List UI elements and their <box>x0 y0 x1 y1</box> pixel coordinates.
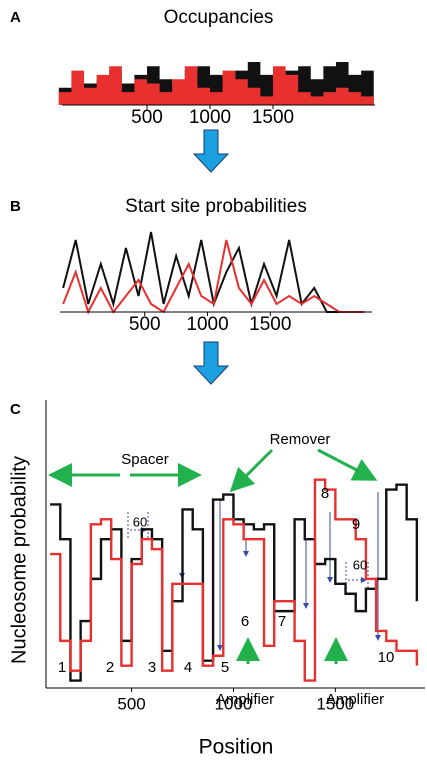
annotation: 3 <box>148 659 156 676</box>
probability-line <box>50 478 419 682</box>
panel-label: A <box>10 9 21 26</box>
annotation: Spacer <box>121 451 169 468</box>
annotation-arrows <box>48 448 378 664</box>
x-tick-label: 1500 <box>249 314 291 335</box>
annotation: Remover <box>270 431 331 448</box>
x-tick-label: 1000 <box>215 694 253 713</box>
annotation: 5 <box>221 659 229 676</box>
x-tick-label: 1000 <box>186 314 228 335</box>
annotation: 4 <box>184 659 192 676</box>
annotation: Amplifier <box>326 691 384 708</box>
annotation: 60 <box>133 514 147 529</box>
annotation: 6 <box>241 613 249 630</box>
panel-title: Occupancies <box>164 7 274 28</box>
annotation: 1 <box>58 659 66 676</box>
flow-arrow <box>192 341 230 385</box>
annotation: Amplifier <box>216 691 274 708</box>
panel-title: Start site probabilities <box>125 196 307 217</box>
blue-arrows <box>127 492 381 651</box>
flow-arrow <box>192 129 230 173</box>
annotation: 2 <box>106 659 114 676</box>
annotation: 8 <box>321 485 329 502</box>
annotation: 7 <box>278 613 286 630</box>
y-axis-title: Nucleosome probability <box>8 456 30 664</box>
panel-label: B <box>10 198 21 215</box>
occupancy-area <box>58 66 374 105</box>
x-tick-label: 1000 <box>189 107 231 128</box>
x-tick-label: 500 <box>131 107 163 128</box>
annotation: 10 <box>378 649 395 666</box>
annotation: 60 <box>353 557 367 572</box>
x-tick-label: 1500 <box>252 107 294 128</box>
x-tick-label: 1500 <box>316 694 354 713</box>
x-tick-label: 500 <box>117 694 145 713</box>
x-tick-label: 500 <box>129 314 161 335</box>
x-axis-title: Position <box>199 736 274 759</box>
probability-line <box>50 483 419 682</box>
panel-label: C <box>10 401 21 418</box>
probability-line <box>62 239 365 315</box>
annotation: 9 <box>352 516 360 533</box>
